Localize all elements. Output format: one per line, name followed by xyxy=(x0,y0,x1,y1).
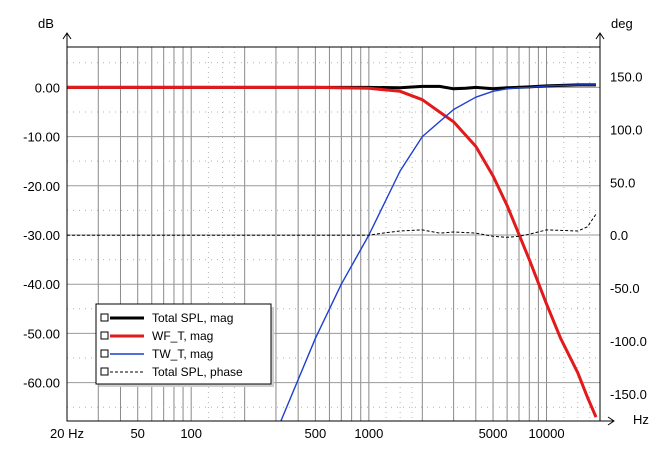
right-tick-label: -100.0 xyxy=(610,334,647,349)
legend-checkbox xyxy=(100,331,109,340)
y-axis-arrow xyxy=(62,32,72,47)
legend: Total SPL, mag WF_T, mag TW_T, mag Total SP… xyxy=(95,303,274,387)
x-tick-label: 20 Hz xyxy=(50,426,84,441)
legend-label: TW_T, mag xyxy=(152,347,213,361)
x-axis-unit: Hz xyxy=(633,412,649,427)
right-axis-unit: deg xyxy=(611,16,633,31)
left-tick-label: -60.00 xyxy=(23,376,60,391)
series-layer xyxy=(67,83,598,422)
right-tick-label: 50.0 xyxy=(610,175,635,190)
x-tick-label: 500 xyxy=(305,426,327,441)
legend-checkbox xyxy=(100,367,109,376)
right-tick-label: 100.0 xyxy=(610,122,643,137)
right-tick-label: 150.0 xyxy=(610,70,643,85)
legend-checkbox xyxy=(100,313,109,322)
x-tick-label: 1000 xyxy=(354,426,383,441)
legend-label: Total SPL, mag xyxy=(152,311,233,325)
x-tick-label: 10000 xyxy=(528,426,564,441)
left-axis-unit: dB xyxy=(38,16,54,31)
right-tick-label: 0.0 xyxy=(610,228,628,243)
left-tick-label: -40.00 xyxy=(23,277,60,292)
series-line-2 xyxy=(280,84,596,422)
series-line-1 xyxy=(67,85,598,418)
left-tick-label: -20.00 xyxy=(23,179,60,194)
legend-checkbox xyxy=(100,349,109,358)
x-tick-label: 100 xyxy=(180,426,202,441)
x-tick-label: 5000 xyxy=(479,426,508,441)
left-tick-label: -10.00 xyxy=(23,130,60,145)
right-tick-label: -50.0 xyxy=(610,281,640,296)
legend-label: Total SPL, phase xyxy=(152,365,243,379)
plot-frame xyxy=(66,46,601,422)
left-tick-label: -30.00 xyxy=(23,228,60,243)
right-tick-label: -150.0 xyxy=(610,387,647,402)
legend-label: WF_T, mag xyxy=(152,329,213,343)
x-tick-label: 50 xyxy=(130,426,144,441)
axis-layer: dB 0.00 -10.00 -20.00 -30.00 -40.00 -50.00 -60.… xyxy=(23,16,649,441)
x-axis-arrow xyxy=(600,416,615,426)
right-axis-arrow xyxy=(595,32,605,47)
series-line-3 xyxy=(67,213,597,238)
left-tick-label: 0.00 xyxy=(35,80,60,95)
left-tick-label: -50.00 xyxy=(23,326,60,341)
